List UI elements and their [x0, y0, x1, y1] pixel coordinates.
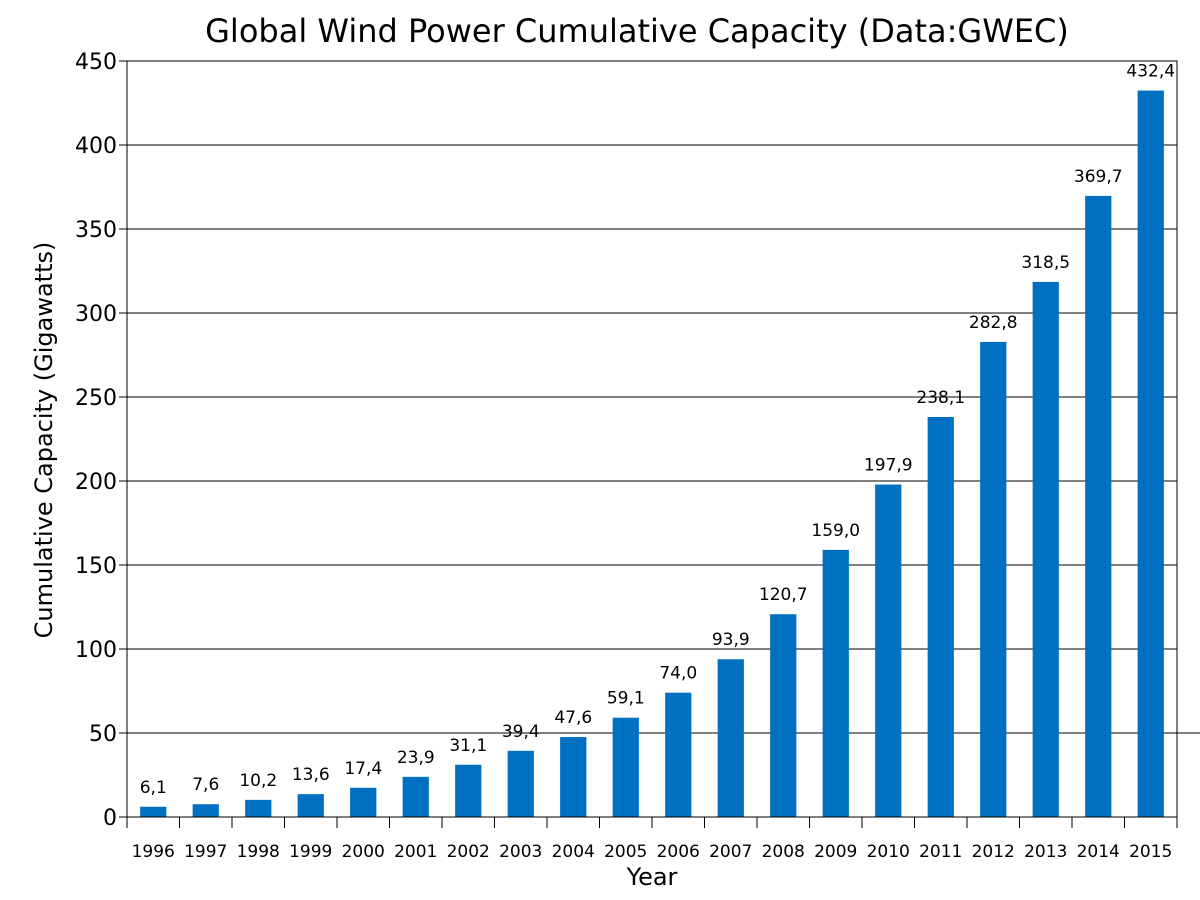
- data-label: 7,6: [192, 775, 219, 795]
- x-tick-label: 2002: [447, 842, 490, 862]
- data-label: 10,2: [239, 771, 277, 791]
- bar: [717, 659, 744, 817]
- bar: [560, 737, 587, 817]
- y-tick-label: 400: [75, 134, 117, 159]
- x-tick-label: 2011: [919, 842, 962, 862]
- x-tick-label: 2008: [762, 842, 805, 862]
- x-tick-label: 2013: [1024, 842, 1067, 862]
- bars: [140, 90, 1164, 818]
- data-label: 159,0: [811, 521, 860, 541]
- bar: [1137, 90, 1164, 818]
- data-label: 282,8: [969, 313, 1018, 333]
- data-label: 47,6: [554, 708, 592, 728]
- y-tick-label: 200: [75, 470, 117, 495]
- data-label: 23,9: [397, 748, 435, 768]
- x-tick-label: 1998: [237, 842, 280, 862]
- plot-frame: [126, 60, 1178, 818]
- data-label: 17,4: [344, 759, 382, 779]
- x-tick-label: 2006: [657, 842, 700, 862]
- data-label: 59,1: [607, 689, 645, 709]
- data-label: 197,9: [864, 456, 913, 476]
- y-tick-label: 50: [89, 722, 117, 747]
- y-tick-label: 100: [75, 638, 117, 663]
- x-tick-label: 2015: [1129, 842, 1172, 862]
- x-tick-label: 1997: [184, 842, 227, 862]
- data-label: 6,1: [140, 778, 167, 798]
- y-axis-label: Cumulative Capacity (Gigawatts): [30, 242, 58, 639]
- y-tick-label: 0: [103, 806, 117, 831]
- data-label: 39,4: [502, 722, 540, 742]
- bar: [822, 549, 849, 817]
- x-tick-label: 1996: [132, 842, 175, 862]
- x-tick-label: 2009: [814, 842, 857, 862]
- bar: [665, 692, 692, 817]
- x-axis-label: Year: [626, 863, 678, 891]
- bar: [1032, 281, 1059, 817]
- bar: [245, 799, 272, 817]
- bar: [770, 614, 797, 817]
- x-tick-label: 1999: [289, 842, 332, 862]
- y-tick-label: 450: [75, 50, 117, 75]
- bar: [402, 776, 429, 817]
- bar: [192, 804, 219, 817]
- y-tick-label: 250: [75, 386, 117, 411]
- bar: [1085, 195, 1112, 818]
- bar: [297, 794, 324, 817]
- data-labels: 6,1 7,6 10,2 13,6 17,4 23,9 31,1 39,4 47,6 59,1 74…: [140, 62, 1175, 798]
- bar: [140, 806, 167, 817]
- x-tick-label: 2001: [394, 842, 437, 862]
- x-tick-label: 2014: [1077, 842, 1120, 862]
- data-label: 31,1: [449, 736, 487, 756]
- x-axis-ticks: 1996 1997 1998 1999 2000 2001 2002 2003 2004 2005…: [126, 817, 1178, 862]
- bar: [455, 764, 482, 817]
- chart-title: Global Wind Power Cumulative Capacity (D…: [205, 12, 1069, 50]
- x-tick-label: 2003: [499, 842, 542, 862]
- data-label: 13,6: [292, 765, 330, 785]
- data-label: 74,0: [659, 664, 697, 684]
- bar: [507, 750, 534, 817]
- y-tick-label: 150: [75, 554, 117, 579]
- x-tick-label: 2000: [342, 842, 385, 862]
- data-label: 432,4: [1126, 62, 1175, 82]
- x-tick-label: 2004: [552, 842, 595, 862]
- bar: [612, 717, 639, 817]
- y-tick-label: 300: [75, 302, 117, 327]
- bar: [927, 416, 954, 817]
- bar: [980, 341, 1007, 817]
- x-tick-label: 2010: [867, 842, 910, 862]
- data-label: 318,5: [1021, 253, 1070, 273]
- bar: [350, 787, 377, 817]
- data-label: 120,7: [759, 585, 808, 605]
- x-tick-label: 2005: [604, 842, 647, 862]
- bar: [875, 484, 902, 817]
- y-axis-ticks: 0 50 100 150 200 250 300 350 400 450: [75, 50, 127, 831]
- x-tick-label: 2007: [709, 842, 752, 862]
- y-tick-label: 350: [75, 218, 117, 243]
- data-label: 93,9: [712, 630, 750, 650]
- x-tick-label: 2012: [972, 842, 1015, 862]
- data-label: 238,1: [916, 388, 965, 408]
- data-label: 369,7: [1074, 167, 1123, 187]
